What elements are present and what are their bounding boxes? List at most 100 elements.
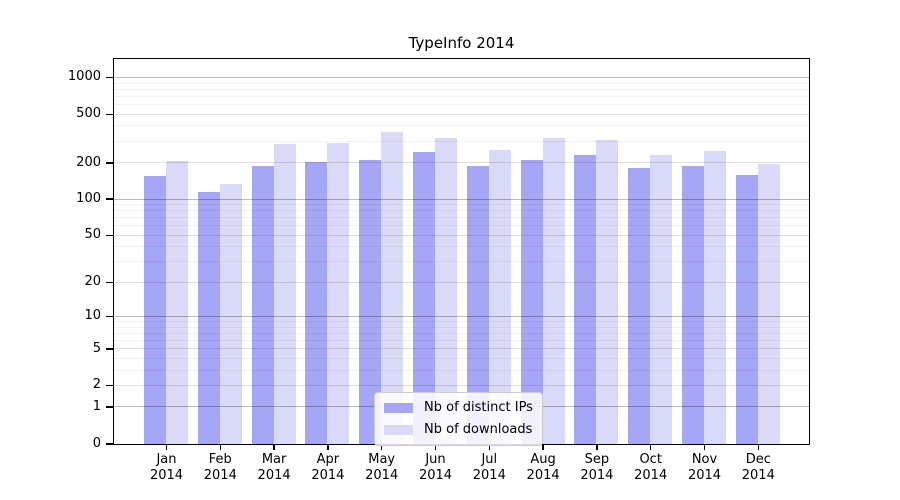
- x-axis-tick: [542, 444, 544, 450]
- y-axis-tick-label: 100: [76, 190, 101, 206]
- y-axis-tick: [106, 234, 113, 237]
- bar-distinct-ips: [520, 159, 543, 444]
- bar-distinct-ips: [144, 176, 166, 444]
- gridline: [114, 198, 809, 200]
- month-label: Aug: [530, 452, 556, 467]
- gridline: [114, 204, 809, 205]
- bar-downloads: [650, 154, 673, 444]
- year-label: 2014: [418, 468, 453, 483]
- gridline: [114, 332, 809, 334]
- bar-distinct-ips: [628, 168, 651, 444]
- x-axis-tick-label: Jan 2014: [139, 452, 195, 484]
- y-axis-tick-label: 200: [76, 154, 101, 170]
- bar-distinct-ips: [574, 155, 597, 444]
- month-label: May: [368, 452, 396, 467]
- y-axis-tick: [106, 315, 113, 318]
- month-label: Oct: [639, 452, 662, 467]
- bar-downloads: [542, 137, 565, 444]
- month-label: Dec: [745, 452, 771, 467]
- x-axis-tick: [488, 444, 491, 450]
- month-label: Nov: [691, 452, 718, 467]
- gridline: [114, 217, 809, 219]
- legend-row: Nb of downloads: [384, 420, 533, 439]
- y-axis-tick: [106, 281, 113, 284]
- bar-downloads: [327, 143, 350, 444]
- gridline: [114, 162, 809, 163]
- month-label: Feb: [208, 452, 232, 467]
- legend-label: Nb of distinct IPs: [424, 400, 533, 415]
- gridline: [114, 225, 809, 227]
- gridline: [114, 316, 809, 317]
- year-label: 2014: [365, 468, 399, 483]
- bar-distinct-ips: [735, 175, 758, 444]
- year-label: 2014: [526, 468, 560, 483]
- y-axis-tick: [106, 348, 113, 350]
- x-axis-tick-label: Jul 2014: [461, 452, 517, 484]
- bar-distinct-ips: [305, 162, 328, 444]
- gridline: [114, 76, 809, 78]
- bar-distinct-ips: [466, 166, 489, 444]
- month-label: Mar: [261, 452, 287, 467]
- y-axis-tick: [106, 384, 113, 387]
- y-axis-tick-label: 2: [92, 377, 101, 393]
- y-axis-tick-label: 5: [92, 340, 101, 356]
- year-label: 2014: [311, 468, 345, 483]
- gridline: [114, 261, 809, 263]
- bar-downloads: [488, 150, 511, 444]
- year-label: 2014: [634, 468, 668, 483]
- legend-label: Nb of downloads: [424, 422, 533, 437]
- y-axis-tick: [106, 406, 113, 408]
- bar-distinct-ips: [251, 166, 274, 444]
- month-label: Jun: [425, 452, 446, 467]
- gridline: [114, 95, 809, 97]
- gridline: [114, 339, 809, 341]
- month-label: Jul: [481, 452, 498, 467]
- x-axis-tick-label: Sep 2014: [569, 452, 625, 484]
- year-label: 2014: [741, 468, 775, 483]
- gridline: [114, 384, 809, 386]
- x-axis-tick: [273, 444, 275, 450]
- x-axis-tick: [649, 444, 652, 450]
- bar-downloads: [596, 140, 619, 444]
- gridline: [114, 281, 809, 283]
- x-axis-tick-label: May 2014: [354, 452, 410, 484]
- year-label: 2014: [203, 468, 237, 483]
- y-axis-tick-label: 1: [92, 398, 101, 414]
- y-axis-tick-label: 0: [92, 435, 101, 451]
- bar-distinct-ips: [197, 191, 220, 444]
- y-axis-tick-label: 1000: [67, 69, 101, 85]
- gridline: [114, 369, 809, 371]
- bar-downloads: [435, 138, 457, 444]
- month-label: Jan: [156, 452, 177, 467]
- y-axis-tick: [106, 443, 113, 445]
- legend-swatch: [384, 424, 413, 435]
- plot-area: Nb of distinct IPs Nb of downloads: [113, 58, 810, 446]
- month-label: Apr: [316, 452, 340, 467]
- bar-distinct-ips: [413, 152, 435, 444]
- year-label: 2014: [257, 468, 291, 483]
- bar-distinct-ips: [359, 159, 382, 444]
- gridline: [114, 357, 809, 359]
- x-axis-tick-label: Feb 2014: [192, 452, 248, 484]
- x-axis-tick-label: Apr 2014: [300, 452, 356, 484]
- bar-downloads: [704, 151, 726, 444]
- gridline: [114, 210, 809, 212]
- x-axis-tick-label: Jun 2014: [408, 452, 464, 484]
- bar-downloads: [219, 183, 242, 444]
- y-axis-tick-label: 50: [84, 227, 101, 243]
- y-axis-tick: [106, 76, 113, 79]
- bar-downloads: [757, 163, 780, 444]
- x-axis-tick: [757, 444, 760, 450]
- year-label: 2014: [472, 468, 506, 483]
- x-axis-tick: [165, 444, 168, 450]
- gridline: [114, 113, 809, 115]
- year-label: 2014: [687, 468, 722, 483]
- bar-downloads: [273, 144, 296, 444]
- y-axis-tick-label: 500: [76, 106, 101, 122]
- x-axis-tick-label: Aug 2014: [515, 452, 571, 484]
- gridline: [114, 140, 809, 142]
- y-axis-tick-label: 20: [84, 274, 101, 290]
- gridline: [114, 326, 809, 328]
- bar-downloads: [381, 132, 404, 444]
